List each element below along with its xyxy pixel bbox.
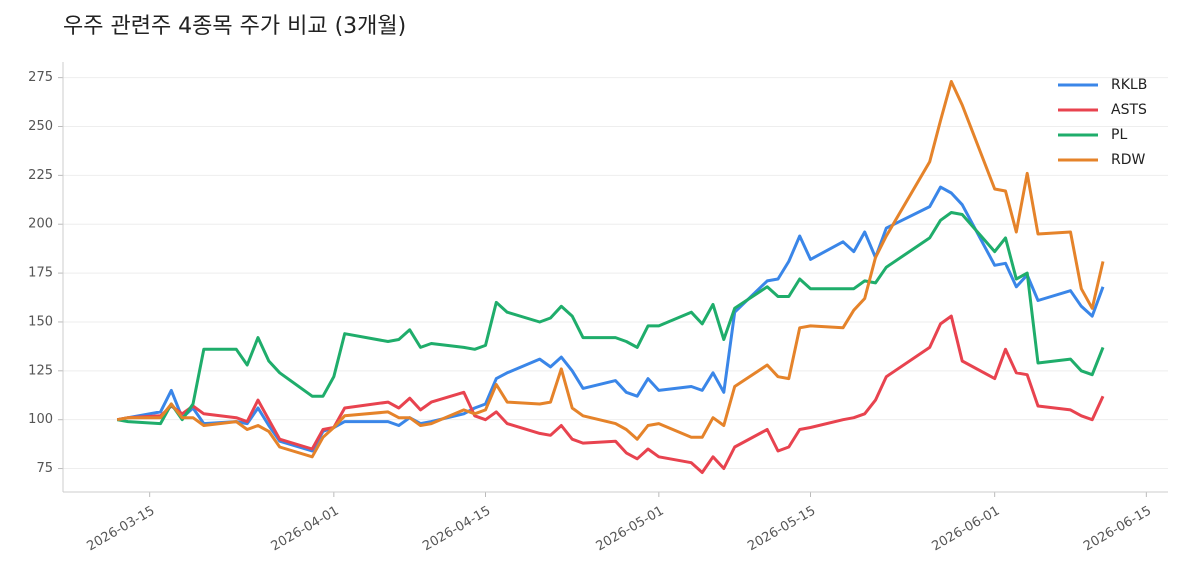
x-tick-label: 2026-03-15 <box>84 504 157 555</box>
x-tick-label: 2026-04-01 <box>269 504 342 555</box>
y-tick-label: 225 <box>28 168 53 183</box>
legend-label: PL <box>1111 127 1127 143</box>
x-tick-label: 2026-05-15 <box>745 504 818 555</box>
y-tick-label: 175 <box>28 266 53 281</box>
x-tick-label: 2026-04-15 <box>420 504 493 555</box>
y-tick-label: 100 <box>28 412 53 427</box>
series-line <box>116 185 1105 453</box>
chart-title: 우주 관련주 4종목 주가 비교 (3개월) <box>63 14 406 39</box>
y-tick-label: 275 <box>28 70 53 85</box>
y-tick-label: 150 <box>28 314 53 329</box>
legend-label: RKLB <box>1111 77 1147 93</box>
y-tick-label: 250 <box>28 119 53 134</box>
x-tick-label: 2026-06-15 <box>1081 504 1154 555</box>
legend-label: RDW <box>1111 152 1146 168</box>
y-tick-label: 75 <box>36 461 53 476</box>
series-line <box>116 80 1105 459</box>
series-line <box>116 211 1105 426</box>
x-tick-label: 2026-05-01 <box>594 504 667 555</box>
legend-label: ASTS <box>1111 102 1147 118</box>
series-line <box>116 314 1105 474</box>
y-tick-label: 200 <box>28 217 53 232</box>
y-tick-label: 125 <box>28 363 53 378</box>
x-tick-label: 2026-06-01 <box>929 504 1002 555</box>
